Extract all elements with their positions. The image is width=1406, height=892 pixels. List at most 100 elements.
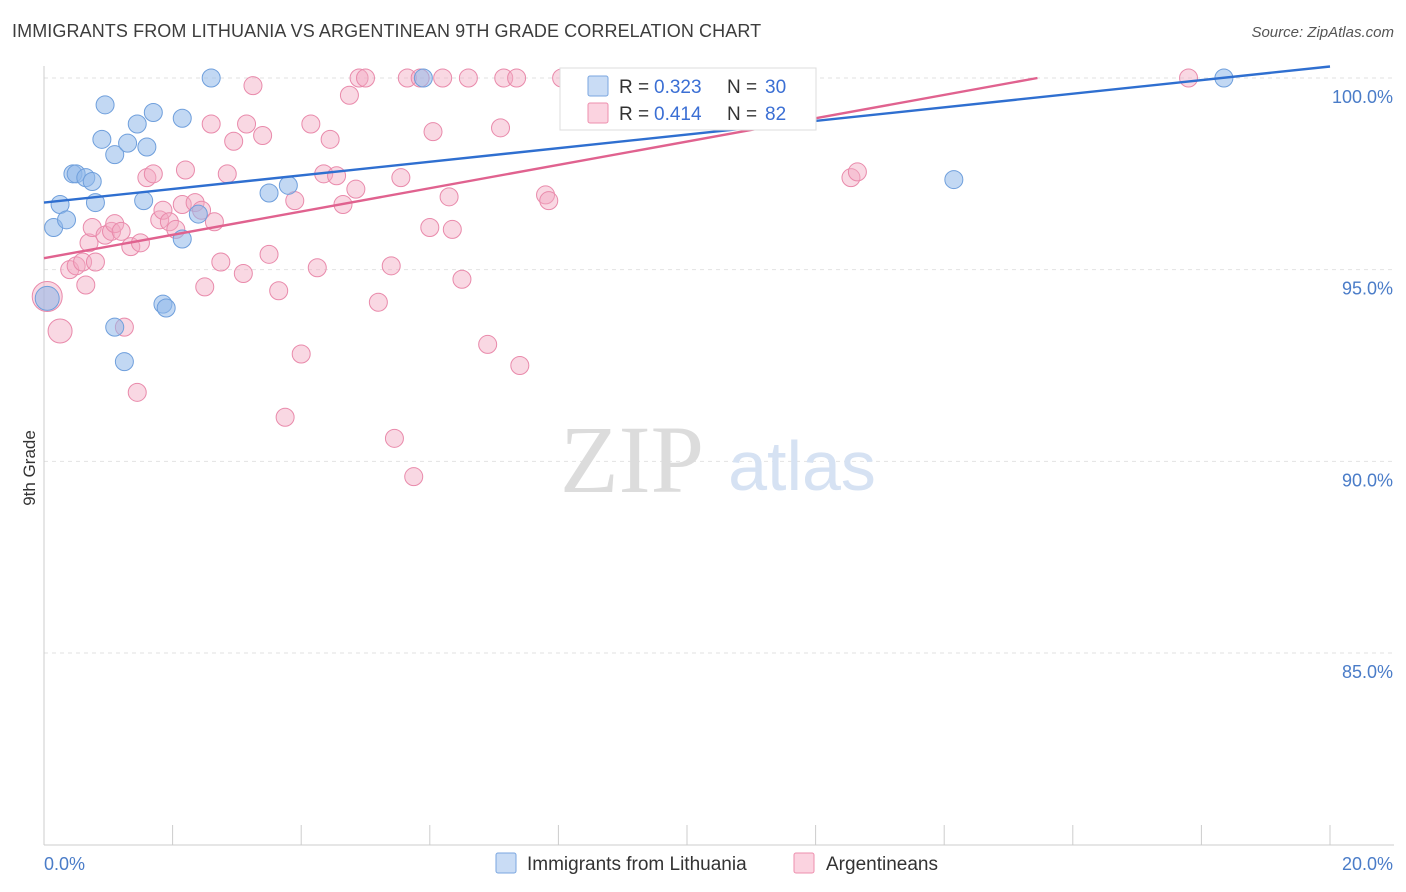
argentineans-point [102,221,122,241]
lithuania-point [278,175,298,195]
argentineans-point [307,258,327,278]
argentineans-point [491,118,511,138]
lithuania-point [156,298,176,318]
argentineans-point [327,166,347,186]
argentineans-point [253,126,273,145]
y-axis-label: 9th Grade [20,430,39,506]
lithuania-point [105,145,125,165]
stats-r-label-2: R = [619,104,649,125]
legend-label-argentineans: Argentineans [826,854,938,875]
legend-label-lithuania: Immigrants from Lithuania [527,854,747,875]
lithuania-point [82,172,102,191]
series-legend: Immigrants from Lithuania Argentineans [495,852,938,875]
argentineans-point [458,68,478,88]
lithuania-point [944,170,964,190]
argentineans-point [349,68,369,88]
lithuania-point [137,137,157,157]
argentineans-point [536,185,556,205]
lithuania-point [134,191,154,211]
argentineans-points [31,68,1199,487]
argentineans-point [442,219,462,239]
argentineans-trend-line [43,76,1038,260]
argentineans-point [175,160,195,180]
argentineans-point [237,114,257,134]
argentineans-point [433,68,453,88]
stats-legend: R = 0.323 N = 30 R = 0.414 N = 82 [559,67,817,131]
axes [43,66,1394,846]
argentineans-point [291,344,311,364]
lithuania-point [118,133,138,153]
x-tick-labels: 0.0% 20.0% [44,854,1393,874]
x-tick-label: 20.0% [1342,854,1393,874]
lithuania-point [201,68,221,88]
grid-lines [44,77,1394,654]
argentineans-point [76,275,96,295]
stats-r-value-1: 0.323 [654,77,702,98]
watermark: ZIP atlas [560,406,876,513]
y-tick-label: 85.0% [1342,662,1393,682]
argentineans-point [478,334,498,354]
stats-r-value-2: 0.414 [654,104,702,125]
chart-title: IMMIGRANTS FROM LITHUANIA VS ARGENTINEAN… [12,21,762,41]
argentineans-point [195,277,215,297]
lithuania-point [172,108,192,128]
lithuania-point [57,210,77,230]
lithuania-point [95,95,115,115]
argentineans-point [127,382,147,402]
argentineans-point [384,428,404,448]
y-tick-labels: 85.0% 90.0% 95.0% 100.0% [1332,87,1393,682]
argentineans-point [539,191,559,211]
argentineans-point [211,252,231,272]
argentineans-point [356,68,375,88]
argentineans-point [452,269,472,289]
lithuania-point [143,103,163,122]
argentineans-point [243,76,263,96]
argentineans-point [320,129,340,149]
lithuania-point [114,352,134,372]
argentineans-point [1179,68,1199,88]
argentineans-point [217,164,237,184]
stats-n-label-1: N = [727,77,757,98]
stats-swatch-pink [587,102,609,124]
argentineans-point [159,212,179,232]
argentineans-point [339,85,359,105]
argentineans-point [85,252,105,272]
legend-swatch-lithuania [495,852,517,874]
argentineans-point [301,114,321,134]
lithuania-point [92,129,112,149]
argentineans-point [275,407,295,427]
argentineans-point [111,221,131,241]
trend-lines [43,65,1331,260]
argentineans-point [259,244,279,264]
argentineans-point [153,200,173,220]
argentineans-point [201,114,221,134]
lithuania-point [188,204,208,224]
stats-n-value-1: 30 [765,77,786,98]
argentineans-point [423,122,443,142]
source-credit: Source: ZipAtlas.com [1251,24,1394,41]
argentineans-point [391,168,411,188]
argentineans-point [224,131,244,151]
lithuania-point [259,183,279,203]
argentineans-point [269,281,289,301]
argentineans-point [420,218,440,237]
argentineans-point [404,467,424,487]
stats-swatch-blue [587,75,609,97]
y-tick-label: 100.0% [1332,87,1393,107]
stats-n-label-2: N = [727,104,757,125]
argentineans-point [368,292,388,312]
watermark-atlas: atlas [728,427,876,505]
stats-n-value-2: 82 [765,104,786,125]
stats-r-label-1: R = [619,77,649,98]
argentineans-point [439,187,459,207]
argentineans-point [346,179,366,199]
lithuania-point [127,114,147,134]
lithuania-point [413,68,433,88]
y-tick-label: 90.0% [1342,470,1393,490]
y-tick-label: 95.0% [1342,279,1393,299]
argentineans-point [847,162,867,182]
lithuania-points [34,68,1234,372]
argentineans-point [105,214,125,234]
lithuania-point [105,317,125,337]
